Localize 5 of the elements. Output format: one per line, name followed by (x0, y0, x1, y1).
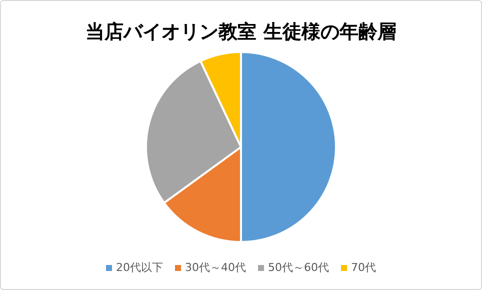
legend-label: 50代～60代 (268, 261, 329, 274)
legend-label: 30代～40代 (185, 261, 246, 274)
legend-label: 20代以下 (116, 261, 163, 274)
title: 当店バイオリン教室 生徒様の年齢層 (86, 21, 396, 43)
legend-label: 70代 (351, 261, 376, 274)
